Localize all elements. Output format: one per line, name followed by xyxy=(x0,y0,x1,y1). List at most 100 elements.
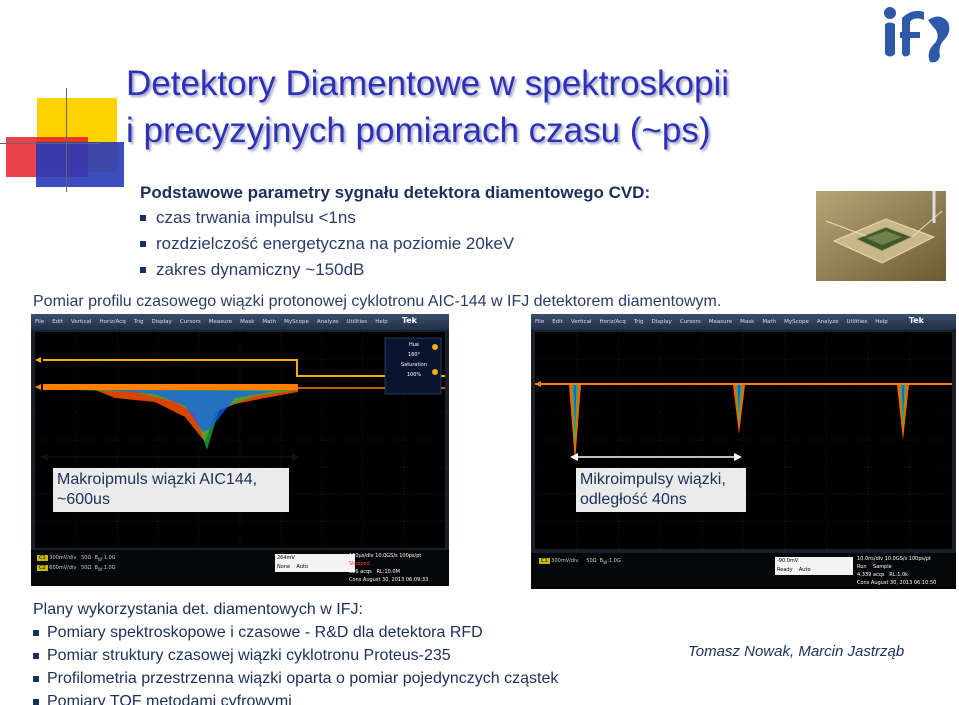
scope-menu-item: Mask xyxy=(240,319,255,325)
scope-menu-item: Edit xyxy=(52,319,63,325)
ch1-scale: 300mV/div xyxy=(551,558,579,564)
scope-menu-item: Math xyxy=(762,319,777,325)
saturation-label: Saturation xyxy=(400,362,428,368)
scope-time: 06:10:50 xyxy=(913,580,937,586)
title-line-2: i precyzyjnych pomiarach czasu (~ps) xyxy=(126,111,711,150)
hue-panel: Hue 180° Saturation 100% xyxy=(391,340,437,380)
acquisition-settings: 10.0ns/div 10.0GS/s 100ps/pt Run Sample … xyxy=(857,555,953,587)
usage-item: Profilometria przestrzenna wiązki oparta… xyxy=(33,667,558,690)
ch1-bandwidth: 1.0G xyxy=(608,558,621,564)
authors: Tomasz Nowak, Marcin Jastrząb xyxy=(688,643,905,660)
ifj-logo-icon xyxy=(884,7,950,63)
scope-menu-item: File xyxy=(535,319,545,325)
scope-waveform-macropulse xyxy=(35,332,445,548)
scope-menu-bar: File Edit Vertical Horiz/Acq Trig Displa… xyxy=(31,314,449,330)
usage-heading: Plany wykorzystania det. diamentowych w … xyxy=(33,601,363,618)
scope-status-bar: C1 300mV/div 50Ω BW:1.0G -90.0mV Ready A… xyxy=(531,553,956,589)
signal-parameters: Podstawowe parametry sygnału detektora d… xyxy=(140,183,650,283)
acquisition-state: Stopped xyxy=(349,561,370,567)
scope-menu-item: Mask xyxy=(740,319,755,325)
parameter-item: czas trwania impulsu <1ns xyxy=(140,205,650,231)
scope-menu-item: Utilities xyxy=(846,319,868,325)
sample-rate: 10.0GS/s xyxy=(884,556,908,562)
scope-date: August 30, 2013 xyxy=(362,577,405,583)
trigger-mode: None xyxy=(277,564,291,570)
scope-menu-item: Analyze xyxy=(316,319,339,325)
scope-menu-item: Display xyxy=(651,319,672,325)
scope-menu-item: Display xyxy=(151,319,172,325)
scope-menu-item: Cursors xyxy=(179,319,201,325)
scope-menu-item: Analyze xyxy=(816,319,839,325)
scope-waveform-micropulse xyxy=(535,332,952,549)
ch1-scale: 300mV/div xyxy=(49,555,77,561)
deco-horizontal-line xyxy=(0,143,100,144)
deco-blue-square xyxy=(36,142,124,187)
acquisition-count: 386 acqs xyxy=(349,569,372,575)
resolution: 100ps/pt xyxy=(399,553,422,559)
scope-menu-item: Vertical xyxy=(70,319,92,325)
trigger-auto: Auto xyxy=(296,564,309,570)
scope-menu-item: Trig xyxy=(633,319,644,325)
double-arrow-icon xyxy=(570,453,742,461)
ch2-impedance: 50Ω xyxy=(81,565,92,571)
parameter-item: zakres dynamiczny ~150dB xyxy=(140,257,650,283)
scope-menu-item: Help xyxy=(375,319,388,325)
saturation-value: 100% xyxy=(406,372,422,378)
tek-brand: Tek xyxy=(908,316,924,325)
parameters-heading: Podstawowe parametry sygnału detektora d… xyxy=(140,183,651,202)
parameter-item: rozdzielczość energetyczna na poziomie 2… xyxy=(140,231,650,257)
usage-item: Pomiary spektroskopowe i czasowe - R&D d… xyxy=(33,621,558,644)
channel-settings: C1 300mV/div 50Ω BW:1.0G xyxy=(539,558,621,565)
scope-bottom-blank xyxy=(531,589,956,635)
scope-menu-item: Trig xyxy=(133,319,144,325)
hue-value: 180° xyxy=(407,352,421,358)
ch1-impedance: 50Ω xyxy=(586,558,597,564)
hue-label: Hue xyxy=(408,342,419,348)
macropulse-annotation: Makroipmuls wiązki AIC144, ~600us xyxy=(53,468,289,512)
ch1-impedance: 50Ω xyxy=(81,555,92,561)
scope-menu-item: Vertical xyxy=(570,319,592,325)
ch2-badge: C2 xyxy=(37,565,48,571)
tek-brand: Tek xyxy=(401,316,417,325)
deco-vertical-line xyxy=(66,88,67,192)
scope-menu-item: Math xyxy=(262,319,277,325)
scope-menu-item: Help xyxy=(875,319,888,325)
ch1-badge: C1 xyxy=(37,555,48,561)
measurement-description: Pomiar profilu czasowego wiązki protonow… xyxy=(33,293,722,310)
ch2-bandwidth: 1.0G xyxy=(103,565,116,571)
timebase: 10.0ns/div xyxy=(857,556,884,562)
trigger-level: -90.0mV xyxy=(777,558,799,564)
timebase: 100µs/div xyxy=(349,553,374,559)
scope-menu-item: Horiz/Acq xyxy=(599,319,626,325)
usage-plans: Plany wykorzystania det. diamentowych w … xyxy=(33,599,558,705)
channel-settings: C1 300mV/div 50Ω BW:1.0G C2 600mV/div 50… xyxy=(37,555,116,572)
ch2-scale: 600mV/div xyxy=(49,565,77,571)
run-state: Run xyxy=(857,564,867,570)
double-arrow-icon xyxy=(40,453,300,461)
scope-menu-item: Measure xyxy=(708,319,733,325)
trigger-level: 264mV xyxy=(277,555,295,561)
slide-title: Detektory Diamentowe w spektroskopii i p… xyxy=(126,60,886,154)
cons-label: Cons xyxy=(857,580,870,586)
acquisition-count: 4.339 acqs xyxy=(857,572,885,578)
scope-menu-bar: File Edit Vertical Horiz/Acq Trig Displa… xyxy=(531,314,956,330)
usage-item: Pomiar struktury czasowej wiązki cyklotr… xyxy=(33,644,558,667)
trigger-settings: 264mV None Auto xyxy=(275,554,355,572)
scope-time: 06:09:33 xyxy=(405,577,429,583)
usage-item: Pomiary TOF metodami cyfrowymi xyxy=(33,690,558,705)
resolution: 100ps/pt xyxy=(908,556,931,562)
ch1-badge: C1 xyxy=(539,558,550,564)
scope-date: August 30, 2013 xyxy=(870,580,913,586)
trigger-settings: -90.0mV Ready Auto xyxy=(775,557,853,575)
scope-menu-item: Measure xyxy=(208,319,233,325)
scope-menu-item: MyScope xyxy=(284,319,309,325)
scope-menu-item: MyScope xyxy=(784,319,809,325)
acquisition-settings: 100µs/div 10.0GS/s 100ps/pt Stopped 386 … xyxy=(349,552,445,584)
scope-menu-item: Utilities xyxy=(346,319,368,325)
trigger-state: Ready xyxy=(777,567,793,573)
trigger-auto: Auto xyxy=(798,567,811,573)
scope-menu-item: File xyxy=(35,319,45,325)
oscilloscope-screenshot-macropulse: File Edit Vertical Horiz/Acq Trig Displa… xyxy=(31,314,449,586)
record-length: RL:10.0M xyxy=(376,569,400,575)
ch1-bandwidth: 1.0G xyxy=(103,555,116,561)
